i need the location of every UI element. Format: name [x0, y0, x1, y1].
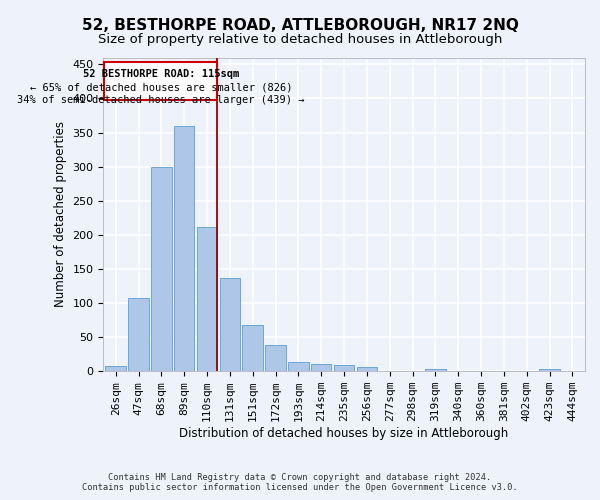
X-axis label: Distribution of detached houses by size in Attleborough: Distribution of detached houses by size … [179, 427, 509, 440]
Text: 52, BESTHORPE ROAD, ATTLEBOROUGH, NR17 2NQ: 52, BESTHORPE ROAD, ATTLEBOROUGH, NR17 2… [82, 18, 518, 32]
Bar [174, 126, 194, 371]
Bar [539, 369, 560, 371]
Text: Size of property relative to detached houses in Attleborough: Size of property relative to detached ho… [98, 32, 502, 46]
Bar [425, 369, 446, 371]
Text: ← 65% of detached houses are smaller (826): ← 65% of detached houses are smaller (82… [29, 82, 292, 92]
Bar [220, 278, 240, 371]
Bar [334, 365, 355, 371]
Bar [242, 325, 263, 371]
Bar [151, 166, 172, 371]
Bar [356, 367, 377, 371]
Text: 34% of semi-detached houses are larger (439) →: 34% of semi-detached houses are larger (… [17, 95, 305, 105]
Bar [311, 364, 331, 371]
Y-axis label: Number of detached properties: Number of detached properties [54, 122, 67, 308]
Text: Contains HM Land Registry data © Crown copyright and database right 2024.
Contai: Contains HM Land Registry data © Crown c… [82, 473, 518, 492]
Bar [265, 346, 286, 371]
Bar [128, 298, 149, 371]
FancyBboxPatch shape [104, 62, 217, 100]
Text: 52 BESTHORPE ROAD: 115sqm: 52 BESTHORPE ROAD: 115sqm [83, 69, 239, 79]
Bar [197, 226, 217, 371]
Bar [106, 366, 126, 371]
Bar [288, 362, 308, 371]
